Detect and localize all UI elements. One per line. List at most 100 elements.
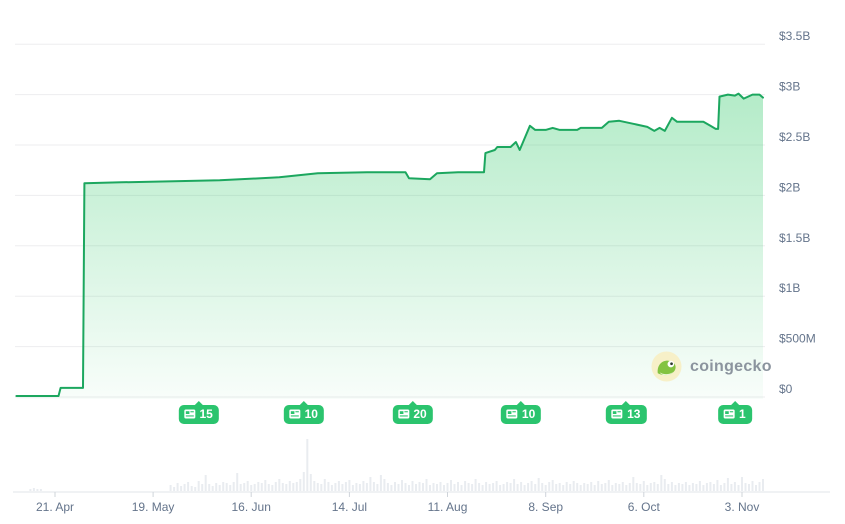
volume-bar <box>712 484 715 491</box>
volume-bar <box>344 482 347 491</box>
volume-bar <box>323 479 326 491</box>
volume-bar <box>670 482 673 491</box>
news-badge[interactable]: 10 <box>500 401 542 424</box>
volume-bar <box>222 482 225 491</box>
news-count: 10 <box>304 407 318 421</box>
volume-bar <box>397 484 400 491</box>
volume-bar <box>733 482 736 491</box>
volume-bar <box>190 486 193 491</box>
volume-bar <box>691 483 694 491</box>
news-badge[interactable]: 15 <box>178 401 219 424</box>
volume-bar <box>460 485 463 491</box>
news-badge[interactable]: 1 <box>718 401 752 424</box>
volume-bar <box>327 482 330 491</box>
volume-bar <box>36 489 39 491</box>
volume-bar <box>173 487 176 491</box>
volume-bar <box>39 489 42 491</box>
volume-bar <box>337 481 340 491</box>
volume-bar <box>306 439 309 491</box>
volume-bar <box>478 483 481 491</box>
volume-bar <box>464 481 467 491</box>
volume-bar <box>376 484 379 491</box>
volume-bar <box>390 485 393 491</box>
volume-bar <box>236 473 239 491</box>
volume-bar <box>180 486 183 491</box>
y-axis-label: $1B <box>779 281 800 295</box>
volume-bar <box>229 485 232 491</box>
volume-bar <box>281 483 284 491</box>
volume-bar <box>415 484 417 491</box>
volume-bar <box>737 485 740 491</box>
volume-bar <box>741 477 743 491</box>
volume-bar <box>492 483 495 491</box>
volume-bar <box>422 483 424 491</box>
volume-bar <box>436 484 438 491</box>
volume-bar <box>239 484 242 491</box>
volume-bar <box>253 484 256 491</box>
volume-bar <box>541 483 544 491</box>
volume-bar <box>372 482 375 491</box>
x-axis-label: 14. Jul <box>332 500 367 514</box>
volume-bar <box>709 482 712 491</box>
volume-bar <box>204 475 207 491</box>
volume-bar <box>646 485 649 491</box>
volume-bar <box>597 481 600 491</box>
volume-bar <box>474 479 477 491</box>
volume-bar <box>723 483 726 491</box>
volume-bar <box>348 480 351 491</box>
news-count: 13 <box>627 407 641 421</box>
y-axis-label: $3B <box>779 80 800 94</box>
volume-bar <box>285 484 288 491</box>
volume-bar <box>471 484 474 491</box>
volume-bar <box>495 481 498 491</box>
volume-bar <box>404 483 407 491</box>
volume-bar <box>758 482 761 491</box>
volume-bar <box>362 481 365 491</box>
volume-bar <box>569 484 572 491</box>
volume-bar <box>208 484 211 491</box>
volume-bar <box>639 484 642 491</box>
news-badge[interactable]: 20 <box>392 401 433 424</box>
volume-bar <box>453 484 456 491</box>
coingecko-wordmark: coingecko <box>690 357 772 375</box>
volume-bar <box>488 484 491 491</box>
x-axis-label: 16. Jun <box>232 500 271 514</box>
volume-bar <box>267 484 270 491</box>
volume-bar <box>295 482 298 491</box>
news-badge[interactable]: 10 <box>283 401 324 424</box>
volume-bar <box>446 483 449 491</box>
volume-bar <box>369 477 372 491</box>
volume-bar <box>698 481 701 491</box>
volume-bar <box>614 483 617 491</box>
volume-bar <box>558 483 561 491</box>
volume-bar <box>260 483 263 491</box>
volume-bar <box>716 480 719 491</box>
volume-bar <box>667 484 670 491</box>
volume-bar <box>201 484 204 491</box>
volume-bar <box>299 479 302 491</box>
volume-bar <box>358 484 361 491</box>
market-cap-area <box>16 93 763 399</box>
coingecko-gecko-icon <box>651 351 682 382</box>
volume-bar <box>383 479 386 491</box>
news-badge[interactable]: 13 <box>606 401 647 424</box>
volume-bar <box>579 485 582 491</box>
volume-bar <box>593 485 596 491</box>
volume-bar <box>439 482 442 491</box>
volume-bar <box>365 483 368 491</box>
volume-bar <box>677 483 680 491</box>
news-count: 10 <box>521 407 536 421</box>
volume-bar <box>534 484 537 491</box>
y-axis-label: $2.5B <box>779 130 810 144</box>
volume-bar <box>292 483 295 491</box>
volume-bar <box>176 483 179 491</box>
volume-bar <box>302 472 305 491</box>
volume-bar <box>744 483 747 491</box>
volume-bar <box>320 484 323 491</box>
volume-bar <box>485 482 488 491</box>
volume-bar <box>309 474 312 491</box>
coingecko-watermark: coingecko <box>651 351 772 382</box>
volume-bar <box>649 483 652 491</box>
volume-bar <box>513 479 516 491</box>
